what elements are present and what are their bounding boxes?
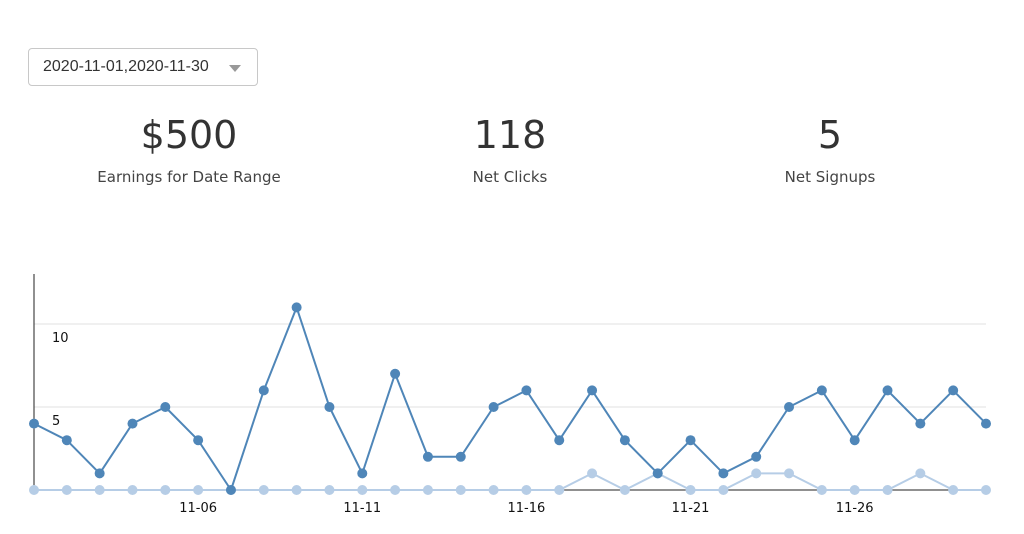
data-point-series-1 [258,385,269,396]
earnings-label: Earnings for Date Range [97,168,281,186]
clicks-label: Net Clicks [472,168,548,186]
clicks-value: 118 [473,113,547,157]
data-point-series-2 [160,485,171,495]
date-range-value: 2020-11-01,2020-11-30 [43,58,209,75]
data-point-series-2 [685,485,696,495]
data-point-series-1 [981,418,991,429]
series-line-2 [34,472,986,491]
data-point-series-2 [258,485,269,495]
data-point-series-1 [193,435,204,446]
data-point-series-1 [554,435,565,446]
data-point-series-2 [915,468,926,479]
signups-stat: 5 Net Signups [710,110,950,186]
date-range-select[interactable]: 2020-11-01,2020-11-30 [28,48,258,86]
signups-label: Net Signups [784,168,876,186]
data-point-series-1 [29,418,39,429]
data-point-series-1 [455,451,466,462]
data-point-series-2 [291,485,302,495]
data-point-series-2 [882,485,893,495]
data-point-series-1 [488,402,499,412]
data-point-series-1 [849,435,860,446]
data-point-series-1 [61,435,72,446]
data-point-series-1 [915,418,926,429]
data-point-series-2 [455,485,466,495]
data-point-series-2 [193,485,204,495]
series-line-1 [33,306,987,491]
x-tick-label: 11-11 [343,501,381,516]
data-point-series-2 [849,485,860,495]
x-tick-label: 11-26 [836,501,874,516]
data-point-series-1 [685,435,696,446]
data-point-series-2 [587,468,598,479]
earnings-value: $500 [140,113,238,157]
data-point-series-1 [94,468,105,479]
data-point-series-1 [160,402,171,412]
data-point-series-2 [521,485,532,495]
chevron-down-icon [229,65,241,72]
data-point-series-1 [127,418,138,429]
data-point-series-2 [127,485,138,495]
data-point-series-2 [619,485,630,495]
data-point-series-2 [29,485,39,495]
data-point-series-2 [554,485,565,495]
data-point-series-1 [652,468,663,479]
data-point-series-2 [488,485,499,495]
data-point-series-1 [422,451,433,462]
data-point-series-1 [390,368,401,379]
data-point-series-2 [784,468,795,479]
data-point-series-1 [751,451,762,462]
data-point-series-1 [291,302,302,313]
data-point-series-1 [587,385,598,396]
data-point-series-1 [619,435,630,446]
data-point-series-1 [948,385,959,396]
data-point-series-2 [948,485,959,495]
x-tick-label: 11-06 [179,501,217,516]
data-point-series-2 [718,485,729,495]
data-point-series-1 [324,402,335,412]
x-tick-label: 11-21 [672,501,710,516]
data-point-series-2 [357,485,368,495]
data-point-series-2 [981,485,991,495]
data-point-series-1 [718,468,729,479]
data-point-series-1 [357,468,368,479]
earnings-stat: $500 Earnings for Date Range [69,110,309,186]
data-point-series-1 [784,402,795,412]
data-point-series-2 [94,485,105,495]
signups-value: 5 [817,113,843,157]
clicks-stat: 118 Net Clicks [390,110,630,186]
data-point-series-2 [422,485,433,495]
data-point-series-1 [882,385,893,396]
data-point-series-2 [816,485,827,495]
data-point-series-2 [390,485,401,495]
data-point-series-2 [324,485,335,495]
data-point-series-1 [225,485,236,495]
y-tick-label: 5 [52,414,60,429]
data-point-series-2 [61,485,72,495]
y-tick-label: 10 [52,331,69,346]
data-point-series-1 [816,385,827,396]
data-point-series-2 [751,468,762,479]
x-tick-label: 11-16 [508,501,546,516]
data-point-series-1 [521,385,532,396]
